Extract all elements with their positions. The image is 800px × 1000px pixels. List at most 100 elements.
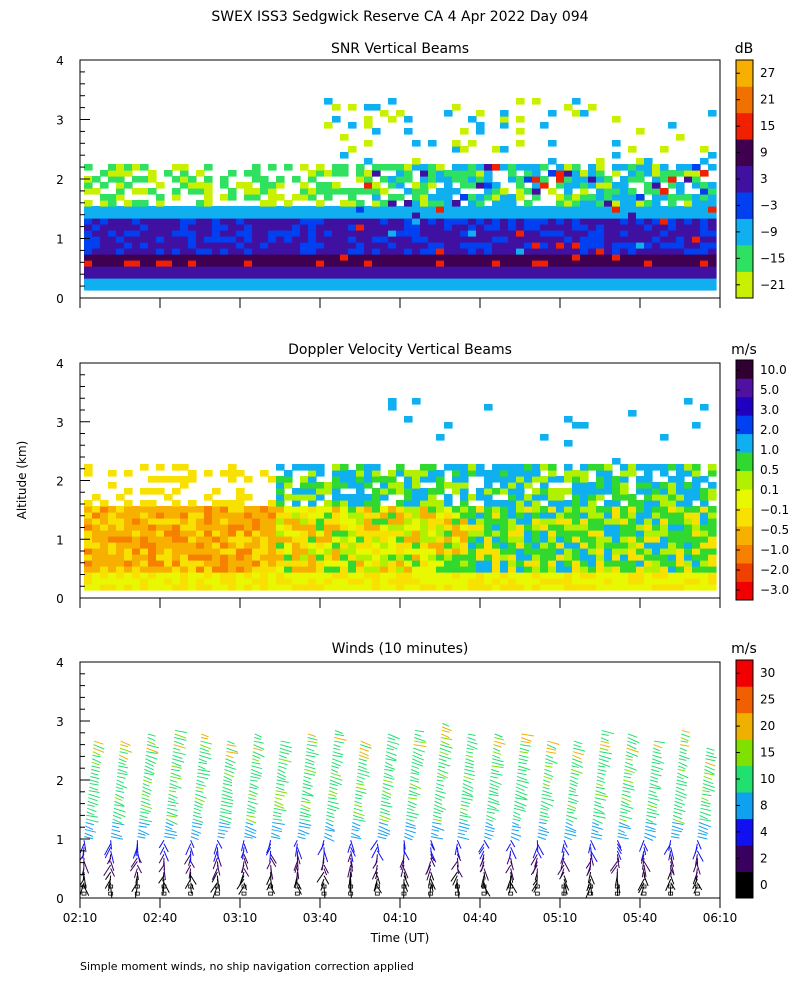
- snr-cell: [596, 260, 605, 267]
- wind-barb: [513, 804, 525, 810]
- velocity-cell: [604, 584, 613, 591]
- wind-barb: [623, 772, 632, 775]
- velocity-cell: [676, 506, 685, 513]
- snr-cell: [148, 284, 157, 291]
- wind-barb: [545, 761, 553, 765]
- velocity-cell: [676, 464, 685, 471]
- velocity-cell: [508, 470, 517, 477]
- snr-cell: [572, 230, 581, 237]
- snr-cell: [372, 278, 381, 285]
- snr-cell: [196, 212, 205, 219]
- snr-cell: [460, 248, 469, 255]
- snr-cell: [556, 284, 565, 291]
- velocity-cell: [300, 566, 309, 573]
- velocity-cell: [292, 572, 301, 579]
- snr-cell: [588, 260, 597, 267]
- wind-barb: [139, 814, 148, 819]
- velocity-cell: [468, 536, 477, 543]
- snr-cell: [652, 200, 661, 207]
- velocity-cell: [308, 584, 317, 591]
- velocity-cell: [636, 572, 645, 579]
- snr-cell: [540, 266, 549, 273]
- wind-barb: [515, 793, 527, 800]
- snr-cell: [460, 164, 469, 171]
- wind-barb: [513, 807, 527, 812]
- wind-barb: [590, 836, 602, 840]
- velocity-cell: [252, 578, 261, 585]
- wind-barb: [223, 779, 233, 784]
- wind-barb: [539, 818, 548, 822]
- wind-barb: [585, 861, 592, 869]
- snr-cell: [540, 230, 549, 237]
- velocity-cell: [276, 530, 285, 537]
- wind-barb: [93, 744, 105, 750]
- velocity-cell: [588, 506, 597, 513]
- wind-barb: [693, 861, 698, 873]
- velocity-cell: [452, 554, 461, 561]
- velocity-cell: [492, 488, 501, 495]
- velocity-cell: [156, 578, 165, 585]
- wind-barb: [413, 747, 426, 753]
- velocity-cell: [428, 530, 437, 537]
- wind-barb: [120, 744, 129, 748]
- velocity-cell: [236, 518, 245, 525]
- velocity-cell: [316, 548, 325, 555]
- snr-cell: [356, 236, 365, 243]
- wind-barb: [174, 733, 187, 739]
- snr-cell: [516, 116, 525, 123]
- snr-cell: [532, 284, 541, 291]
- velocity-cell: [492, 542, 501, 549]
- velocity-cell: [492, 578, 501, 585]
- wind-barb: [326, 811, 334, 815]
- velocity-cell: [644, 506, 653, 513]
- wind-barb: [134, 886, 138, 899]
- snr-cell: [220, 224, 229, 231]
- snr-cell: [380, 266, 389, 273]
- snr-cell: [100, 218, 109, 225]
- velocity-cell: [292, 536, 301, 543]
- snr-cell: [404, 200, 413, 207]
- snr-cell: [236, 254, 245, 261]
- velocity-cell: [356, 464, 365, 471]
- snr-cell: [388, 236, 397, 243]
- snr-cell: [228, 242, 237, 249]
- velocity-cell: [356, 500, 365, 507]
- wind-barb: [704, 761, 716, 767]
- wind-barb: [601, 733, 609, 737]
- velocity-cell: [276, 476, 285, 483]
- wind-barb: [357, 772, 370, 778]
- snr-cell: [660, 260, 669, 267]
- wind-barb: [566, 811, 575, 814]
- wind-barb: [467, 740, 478, 745]
- snr-cell: [84, 242, 93, 249]
- snr-cell: [172, 284, 181, 291]
- velocity-cell: [572, 470, 581, 477]
- snr-cell: [660, 176, 669, 183]
- snr-cell: [324, 284, 333, 291]
- snr-cell: [660, 212, 669, 219]
- wind-barb: [512, 818, 521, 822]
- snr-cell: [572, 206, 581, 213]
- snr-cell: [492, 254, 501, 261]
- wind-barb: [167, 807, 178, 812]
- wind-barb: [296, 847, 303, 860]
- colorbar-segment: [736, 845, 753, 872]
- snr-cell: [276, 248, 285, 255]
- snr-cell: [484, 182, 493, 189]
- snr-cell: [324, 260, 333, 267]
- velocity-cell: [324, 572, 333, 579]
- snr-cell: [436, 284, 445, 291]
- snr-cell: [260, 236, 269, 243]
- velocity-cell: [188, 530, 197, 537]
- wind-barb: [670, 861, 675, 874]
- wind-barb: [325, 818, 334, 823]
- snr-cell: [100, 278, 109, 285]
- wind-barb: [385, 758, 397, 762]
- snr-cell: [564, 278, 573, 285]
- snr-cell: [420, 236, 429, 243]
- wind-barb: [387, 733, 400, 740]
- velocity-cell: [132, 584, 141, 591]
- snr-cell: [668, 170, 677, 177]
- velocity-cell: [628, 410, 637, 417]
- velocity-cell: [516, 476, 525, 483]
